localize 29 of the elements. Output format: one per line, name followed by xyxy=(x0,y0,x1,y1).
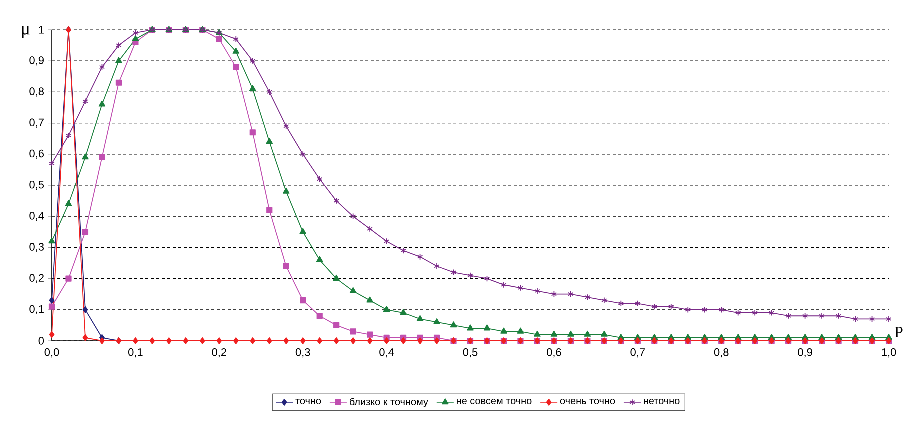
y-tick-label: 0 xyxy=(38,337,44,345)
y-tick-label: 0,5 xyxy=(30,180,44,190)
x-tick-label: 0,1 xyxy=(128,348,143,358)
x-tick-label: 0,9 xyxy=(798,348,812,358)
x-tick-label: 0,6 xyxy=(547,348,562,358)
y-axis-title: μ xyxy=(22,26,30,38)
y-tick-label: 0,8 xyxy=(30,88,44,97)
x-axis-title: P xyxy=(894,327,903,338)
y-tick-label: 0,3 xyxy=(30,243,44,252)
y-tick-label: 1 xyxy=(39,26,44,34)
legend-label: не совсем точно xyxy=(457,399,532,404)
legend-label: очень точно xyxy=(560,399,616,404)
x-tick-label: 0,7 xyxy=(630,348,645,358)
y-tick-label: 0,7 xyxy=(30,118,44,128)
y-tick-label: 0,2 xyxy=(30,274,44,284)
y-tick-label: 0,9 xyxy=(30,56,44,66)
y-tick-label: 0,6 xyxy=(30,150,44,159)
legend-label: точно xyxy=(296,399,322,404)
y-tick-label: 0,4 xyxy=(30,212,44,222)
x-tick-label: 0,3 xyxy=(296,348,310,358)
x-tick-label: 1,0 xyxy=(882,348,896,358)
x-tick-label: 0,5 xyxy=(463,348,478,358)
legend-label: неточно xyxy=(644,399,680,404)
x-tick-label: 0,4 xyxy=(380,348,394,358)
x-tick-label: 0,0 xyxy=(44,348,60,358)
y-tick-label: 0,1 xyxy=(30,305,44,314)
x-tick-label: 0,8 xyxy=(714,348,729,358)
x-tick-label: 0,2 xyxy=(212,348,226,358)
legend-label: близко к точному xyxy=(350,398,428,408)
